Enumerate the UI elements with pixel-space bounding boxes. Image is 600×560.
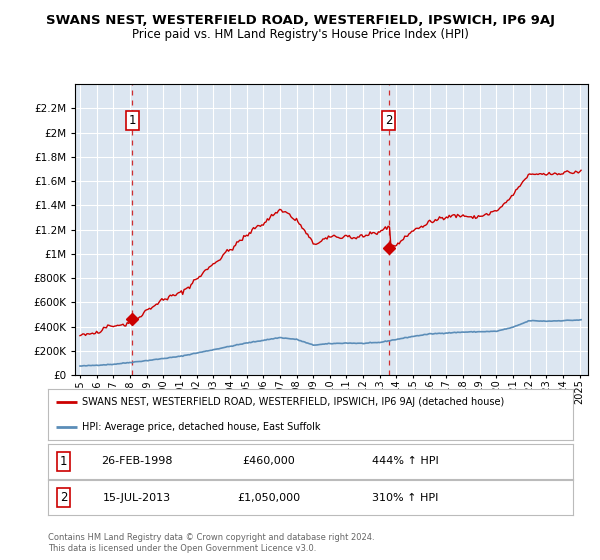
Text: 2: 2 [385, 114, 392, 127]
Text: Price paid vs. HM Land Registry's House Price Index (HPI): Price paid vs. HM Land Registry's House … [131, 28, 469, 41]
Text: 444% ↑ HPI: 444% ↑ HPI [371, 456, 439, 466]
Text: 26-FEB-1998: 26-FEB-1998 [101, 456, 173, 466]
Text: SWANS NEST, WESTERFIELD ROAD, WESTERFIELD, IPSWICH, IP6 9AJ: SWANS NEST, WESTERFIELD ROAD, WESTERFIEL… [46, 14, 554, 27]
Text: 1: 1 [129, 114, 136, 127]
Text: 1: 1 [60, 455, 67, 468]
Text: 15-JUL-2013: 15-JUL-2013 [103, 493, 172, 503]
Text: 310% ↑ HPI: 310% ↑ HPI [372, 493, 438, 503]
Text: HPI: Average price, detached house, East Suffolk: HPI: Average price, detached house, East… [82, 422, 320, 432]
Text: Contains HM Land Registry data © Crown copyright and database right 2024.
This d: Contains HM Land Registry data © Crown c… [48, 533, 374, 553]
Text: £1,050,000: £1,050,000 [237, 493, 300, 503]
Text: £460,000: £460,000 [242, 456, 295, 466]
Text: SWANS NEST, WESTERFIELD ROAD, WESTERFIELD, IPSWICH, IP6 9AJ (detached house): SWANS NEST, WESTERFIELD ROAD, WESTERFIEL… [82, 397, 505, 407]
Text: 2: 2 [60, 491, 67, 505]
